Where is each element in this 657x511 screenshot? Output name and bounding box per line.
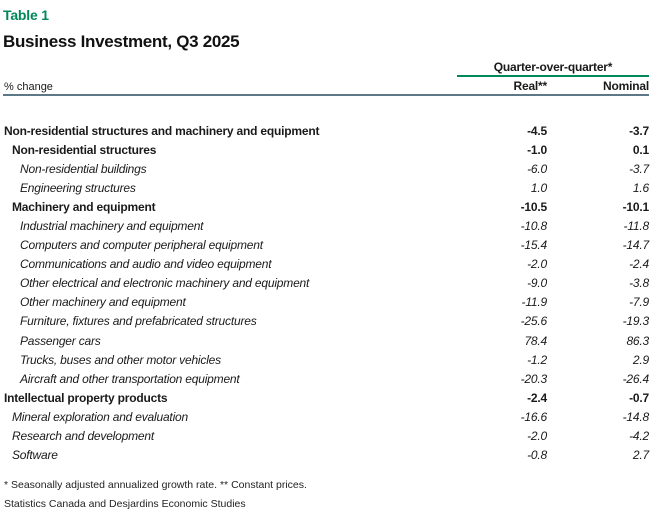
real-value: -1.2	[527, 352, 547, 367]
table-row: Aircraft and other transportation equipm…	[3, 369, 649, 388]
table-rows: Non-residential structures and machinery…	[3, 121, 649, 465]
table-row: Industrial machinery and equipment -10.8…	[3, 216, 649, 235]
table-row: Mineral exploration and evaluation -16.6…	[3, 407, 649, 426]
nominal-value: -2.4	[629, 257, 649, 272]
real-value: 78.4	[524, 333, 547, 348]
nominal-value: -14.7	[622, 238, 650, 253]
table-row: Trucks, buses and other motor vehicles -…	[3, 350, 649, 369]
row-label: Computers and computer peripheral equipm…	[20, 238, 263, 253]
nominal-value: -3.7	[629, 161, 649, 176]
table-row: Intellectual property products -2.4 -0.7	[3, 388, 649, 407]
nominal-value: 0.1	[632, 142, 649, 157]
table-row: Machinery and equipment -10.5 -10.1	[3, 197, 649, 216]
real-value: -25.6	[520, 314, 548, 329]
row-label: Machinery and equipment	[12, 199, 156, 214]
table-row: Engineering structures 1.0 1.6	[3, 178, 649, 197]
nominal-value: -11.8	[623, 219, 650, 234]
table-row: Research and development -2.0 -4.2	[3, 427, 649, 446]
nominal-value: -19.3	[622, 314, 650, 329]
row-label: Mineral exploration and evaluation	[12, 409, 188, 424]
table-row: Computers and computer peripheral equipm…	[3, 236, 649, 255]
row-label: Intellectual property products	[4, 390, 168, 405]
row-label: Industrial machinery and equipment	[20, 219, 204, 234]
real-value: -10.8	[520, 219, 548, 234]
table-row: Communications and audio and video equip…	[3, 255, 649, 274]
nominal-value: 2.9	[632, 352, 649, 367]
table-row: Other electrical and electronic machiner…	[3, 274, 649, 293]
real-value: -9.0	[527, 276, 547, 291]
table-row: Passenger cars 78.4 86.3	[3, 331, 649, 350]
unit-label: % change	[4, 81, 53, 93]
row-label: Trucks, buses and other motor vehicles	[20, 352, 221, 367]
nominal-value: -10.1	[622, 199, 650, 214]
row-label: Aircraft and other transportation equipm…	[20, 371, 240, 386]
nominal-value: -0.7	[629, 390, 649, 405]
column-group-row: Quarter-over-quarter*	[3, 58, 649, 77]
row-label: Non-residential structures	[12, 142, 157, 157]
nominal-value: -14.8	[622, 409, 650, 424]
column-header-nominal: Nominal	[603, 79, 649, 93]
nominal-value: -3.7	[629, 123, 649, 138]
row-label: Other machinery and equipment	[20, 295, 186, 310]
real-value: -6.0	[527, 161, 547, 176]
row-label: Other electrical and electronic machiner…	[20, 276, 310, 291]
row-label: Passenger cars	[20, 333, 101, 348]
row-label: Engineering structures	[20, 180, 136, 195]
column-header-real: Real**	[513, 79, 548, 93]
investment-table: Quarter-over-quarter* % change Real** No…	[3, 58, 649, 465]
table-row: Other machinery and equipment -11.9 -7.9	[3, 293, 649, 312]
real-value: -0.8	[527, 448, 547, 463]
nominal-value: -3.8	[629, 276, 649, 291]
nominal-value: -26.4	[622, 371, 650, 386]
real-value: -10.5	[520, 199, 548, 214]
real-value: -20.3	[520, 371, 548, 386]
real-value: -2.4	[527, 390, 547, 405]
table-row: Non-residential buildings -6.0 -3.7	[3, 159, 649, 178]
real-value: -4.5	[527, 123, 547, 138]
real-value: -1.0	[527, 142, 547, 157]
row-label: Communications and audio and video equip…	[20, 257, 272, 272]
row-label: Furniture, fixtures and prefabricated st…	[20, 314, 257, 329]
table-row: Furniture, fixtures and prefabricated st…	[3, 312, 649, 331]
table-row: Non-residential structures -1.0 0.1	[3, 140, 649, 159]
row-label: Non-residential structures and machinery…	[4, 123, 320, 138]
nominal-value: -4.2	[629, 429, 649, 444]
real-value: -11.9	[521, 295, 548, 310]
row-label: Software	[12, 448, 58, 463]
table-kicker: Table 1	[3, 7, 49, 23]
real-value: 1.0	[530, 180, 547, 195]
nominal-value: 2.7	[632, 448, 649, 463]
nominal-value: 1.6	[632, 180, 649, 195]
nominal-value: 86.3	[626, 333, 649, 348]
real-value: -15.4	[520, 238, 548, 253]
column-header-row: % change Real** Nominal	[3, 77, 649, 96]
table-row: Non-residential structures and machinery…	[3, 121, 649, 140]
page-title: Business Investment, Q3 2025	[3, 32, 240, 51]
real-value: -2.0	[527, 429, 547, 444]
table-row: Software -0.8 2.7	[3, 446, 649, 465]
real-value: -16.6	[520, 409, 548, 424]
real-value: -2.0	[527, 257, 547, 272]
nominal-value: -7.9	[629, 295, 649, 310]
column-group-header: Quarter-over-quarter*	[457, 60, 649, 77]
footnote-definitions: * Seasonally adjusted annualized growth …	[4, 478, 307, 491]
row-label: Research and development	[12, 429, 154, 444]
source-note: Statistics Canada and Desjardins Economi…	[4, 497, 246, 510]
row-label: Non-residential buildings	[20, 161, 147, 176]
